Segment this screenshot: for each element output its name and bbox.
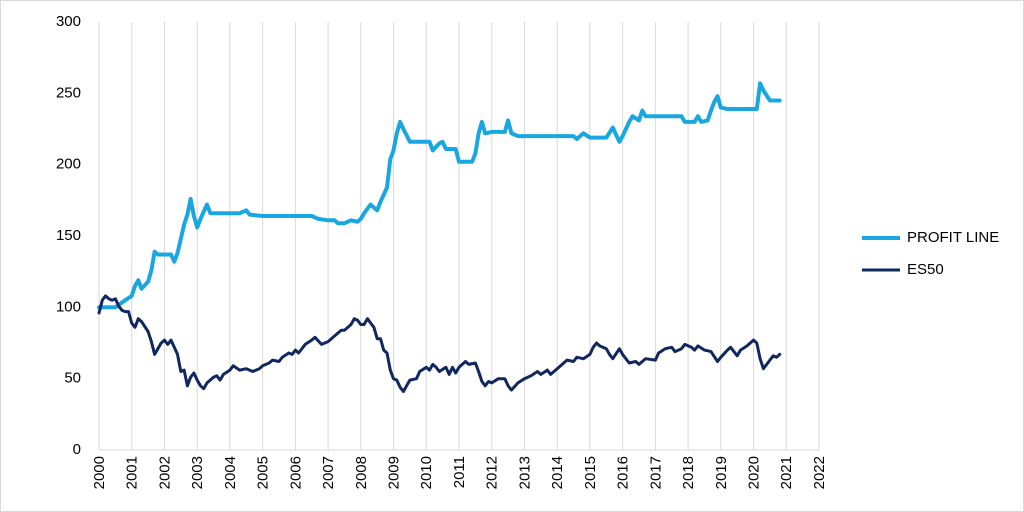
y-tick-label: 50 <box>64 370 81 387</box>
x-tick-label: 2018 <box>680 456 697 489</box>
x-tick-label: 2017 <box>647 456 664 489</box>
x-tick-label: 2016 <box>615 456 632 489</box>
legend-label-profit-line: PROFIT LINE <box>907 229 999 246</box>
series-line-profit-line <box>97 81 782 310</box>
x-tick-label: 2009 <box>386 456 403 489</box>
series-lines <box>97 81 782 393</box>
x-tick-label: 2004 <box>222 456 239 489</box>
x-tick-label: 2008 <box>353 456 370 489</box>
x-tick-label: 2010 <box>418 456 435 489</box>
legend: PROFIT LINE ES50 <box>862 229 999 278</box>
vertical-gridlines <box>98 22 820 450</box>
x-tick-label: 2019 <box>713 456 730 489</box>
x-axis-tick-labels: 2000 2001 2002 2003 2004 2005 2006 2007 2008 2009… <box>91 456 828 489</box>
legend-label-es50: ES50 <box>907 261 944 278</box>
x-tick-label: 2013 <box>516 456 533 489</box>
y-tick-label: 150 <box>56 227 81 244</box>
y-tick-label: 250 <box>56 84 81 101</box>
y-tick-label: 200 <box>56 156 81 173</box>
series-line-es50 <box>97 294 782 393</box>
y-tick-label: 300 <box>56 13 81 30</box>
y-tick-label: 100 <box>56 298 81 315</box>
x-tick-label: 2006 <box>287 456 304 489</box>
x-tick-label: 2000 <box>91 456 108 489</box>
x-tick-label: 2002 <box>156 456 173 489</box>
x-tick-label: 2014 <box>549 456 566 489</box>
x-tick-label: 2022 <box>811 456 828 489</box>
x-tick-label: 2011 <box>451 456 468 488</box>
y-axis-tick-labels: 0 50 100 150 200 250 300 <box>56 13 81 458</box>
x-tick-label: 2012 <box>484 456 501 489</box>
x-tick-label: 2003 <box>189 456 206 489</box>
x-tick-label: 2020 <box>746 456 763 489</box>
x-tick-label: 2001 <box>124 456 141 489</box>
x-tick-label: 2015 <box>582 456 599 489</box>
y-tick-label: 0 <box>73 441 81 458</box>
x-tick-label: 2005 <box>255 456 272 489</box>
x-tick-label: 2021 <box>778 456 795 489</box>
x-tick-label: 2007 <box>320 456 337 489</box>
